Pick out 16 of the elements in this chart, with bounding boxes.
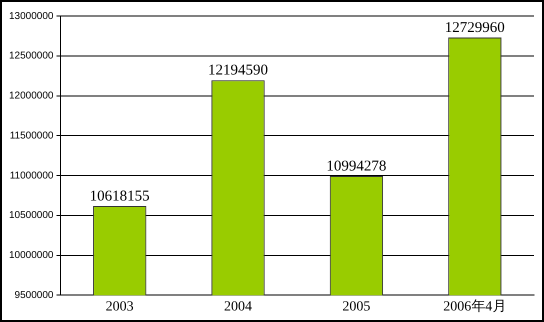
data-label: 10994278	[326, 158, 386, 174]
y-tick-label: 11500000	[10, 130, 54, 142]
y-tick-label: 10000000	[8, 250, 54, 262]
y-tick-label: 10500000	[8, 210, 54, 222]
x-tick-label: 2003	[106, 299, 134, 314]
y-tick-label: 12500000	[8, 50, 54, 62]
x-tick-label: 2004	[224, 299, 252, 314]
data-label: 12194590	[208, 62, 268, 79]
x-tick-label: 2005	[342, 299, 370, 314]
y-tick-label: 11000000	[10, 170, 54, 182]
y-tick-label: 12000000	[8, 90, 54, 102]
y-tick-label: 13000000	[8, 10, 54, 22]
data-label: 12729960	[444, 20, 505, 36]
data-label: 10618155	[90, 188, 150, 204]
x-tick-label: 2006年4月	[443, 298, 506, 314]
y-tick-label: 9500000	[14, 290, 54, 301]
